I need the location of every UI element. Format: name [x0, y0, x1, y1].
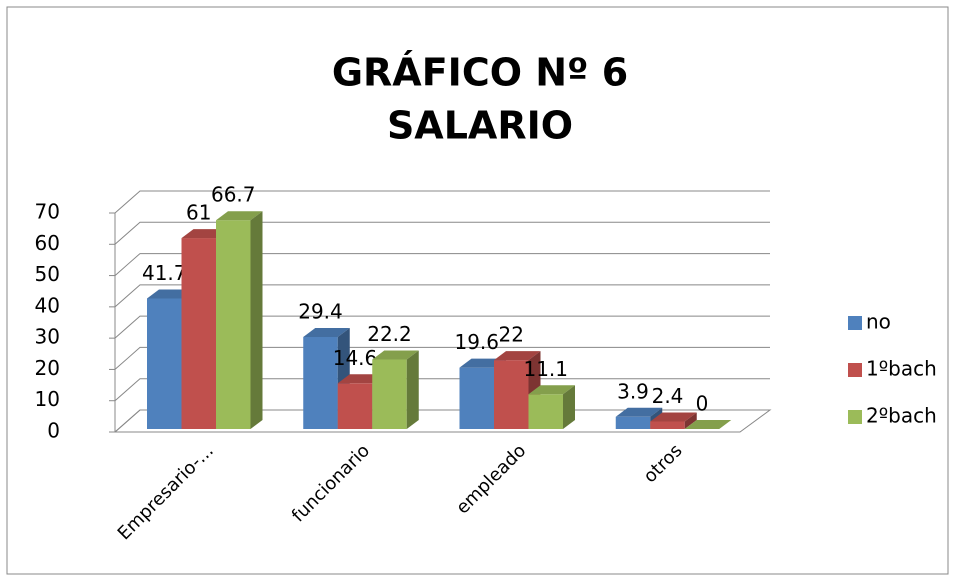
y-tick-label: 20	[35, 356, 60, 380]
bar-front	[181, 238, 216, 429]
y-tick-label: 30	[35, 325, 60, 349]
bar-side	[563, 385, 575, 429]
grid-line	[114, 253, 770, 276]
y-tick-label: 50	[35, 262, 60, 286]
bar-front	[147, 298, 182, 429]
bar-top	[650, 412, 697, 422]
bar-front	[494, 360, 529, 429]
grid-line	[114, 190, 770, 214]
grid-line	[114, 315, 770, 339]
legend-label: 1ºbach	[866, 357, 937, 381]
bar	[372, 350, 419, 429]
bar-front	[216, 220, 251, 429]
bar-side	[406, 350, 419, 429]
value-label: 2.4	[652, 384, 684, 408]
bar-front	[615, 416, 651, 429]
bar-top	[528, 385, 575, 395]
y-tick-label: 40	[35, 293, 60, 317]
grid-line	[114, 221, 770, 245]
value-label: 61	[186, 201, 211, 225]
grid-line	[114, 284, 770, 308]
bar-top	[216, 211, 263, 221]
value-label: 14.6	[333, 346, 378, 370]
bar-front	[459, 367, 494, 429]
legend-swatch	[848, 410, 862, 424]
bar-front	[650, 421, 685, 429]
y-tick-label: 70	[35, 200, 60, 224]
value-label: 22.2	[367, 322, 412, 346]
bar-side	[684, 412, 697, 429]
bar	[650, 412, 697, 429]
value-label: 19.6	[454, 330, 499, 354]
bar-side	[250, 211, 263, 429]
bar	[216, 211, 263, 429]
bar	[528, 385, 575, 429]
value-label: 29.4	[298, 299, 343, 323]
legend-swatch	[848, 363, 862, 377]
chart-title: GRÁFICO Nº 6	[332, 51, 628, 95]
value-label: 3.9	[617, 379, 649, 403]
legend-label: no	[866, 310, 891, 334]
y-tick-label: 0	[47, 419, 60, 443]
value-label: 41.7	[142, 261, 187, 285]
y-tick-label: 60	[35, 231, 60, 255]
chart-subtitle: SALARIO	[387, 104, 573, 148]
bar-front	[337, 383, 373, 429]
y-tick-label: 10	[35, 387, 60, 411]
bar-front	[303, 336, 338, 429]
value-label: 0	[696, 392, 709, 416]
value-label: 22	[499, 323, 524, 347]
bar-top	[684, 420, 732, 429]
bar	[684, 420, 732, 429]
value-label: 11.1	[523, 357, 568, 381]
bar-top	[303, 327, 350, 337]
bar-front	[528, 394, 563, 429]
bar-top	[372, 350, 419, 360]
grid-line	[114, 378, 770, 402]
grid-line	[114, 346, 770, 370]
legend-label: 2ºbach	[866, 404, 937, 428]
bar-front	[372, 359, 407, 429]
bar-top	[615, 407, 663, 417]
bar	[303, 327, 350, 429]
value-label: 66.7	[211, 183, 256, 207]
legend-swatch	[848, 316, 862, 330]
bar-top	[494, 351, 541, 361]
